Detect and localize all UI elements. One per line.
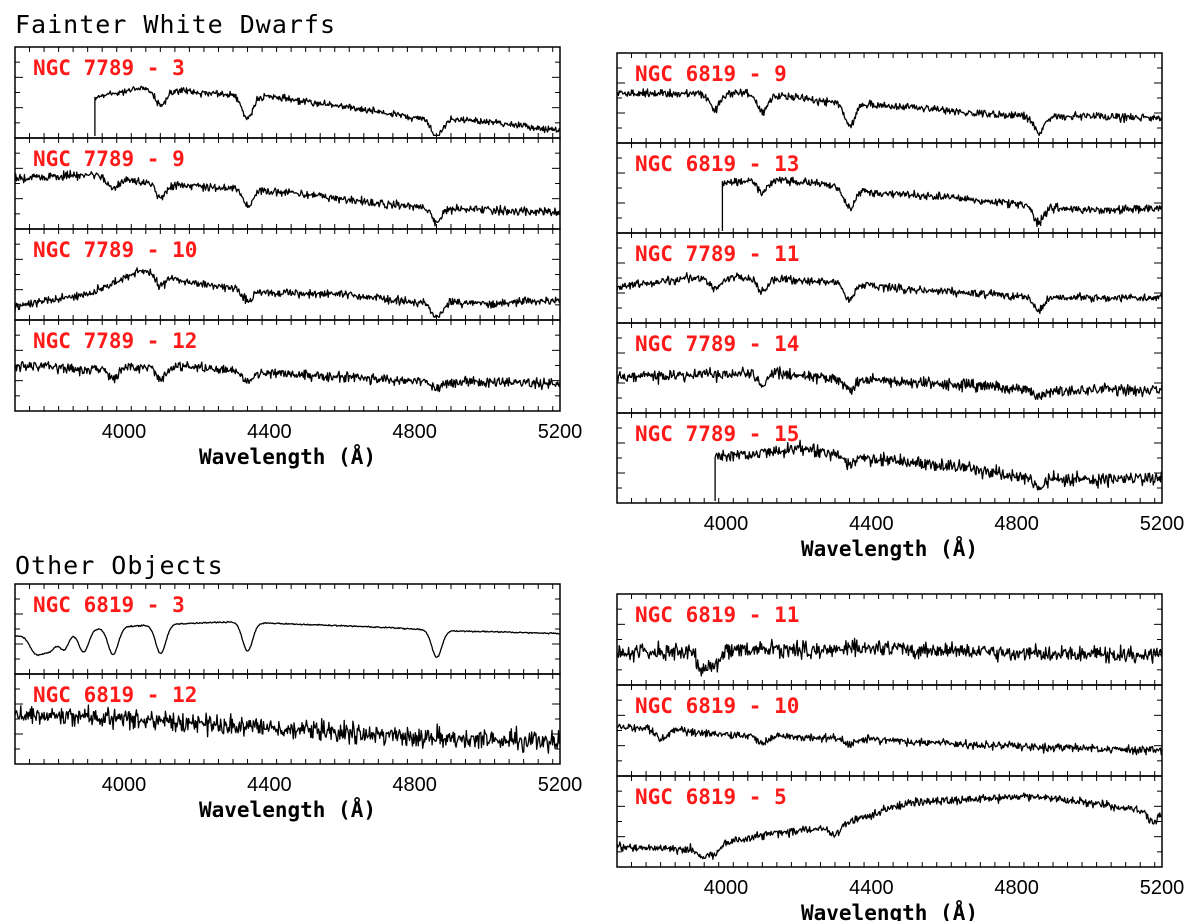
spectrum-line-ngc-7789-14 — [616, 366, 1163, 401]
spectrum-line-ngc-7789-9 — [14, 169, 561, 227]
panel-label-ngc-6819-10: NGC 6819 - 10 — [635, 694, 799, 718]
x-axis-label: Wavelength (Å) — [801, 536, 978, 561]
panel-label-ngc-7789-14: NGC 7789 - 14 — [635, 332, 799, 356]
panel-label-ngc-7789-12: NGC 7789 - 12 — [33, 329, 197, 353]
panel-label-ngc-7789-11: NGC 7789 - 11 — [635, 242, 799, 266]
panel-column-left-other-objects: NGC 6819 - 3 NGC 6819 - 12 4000 4400 4800 520… — [14, 583, 583, 822]
x-tick-label-5200: 5200 — [1140, 513, 1185, 535]
x-tick-label-5200: 5200 — [1140, 877, 1185, 899]
panel-label-ngc-6819-12: NGC 6819 - 12 — [33, 683, 197, 707]
panel-column-right-other-objects: NGC 6819 - 11 NGC 6819 - 10 NGC 6819 - 5 40… — [616, 593, 1185, 921]
spectrum-line-ngc-6819-12 — [14, 704, 561, 754]
panel-label-ngc-7789-15: NGC 7789 - 15 — [635, 422, 799, 446]
spectrum-panel-ngc-6819-11: NGC 6819 - 11 — [616, 593, 1163, 686]
spectrum-panel-ngc-7789-3: NGC 7789 - 3 — [14, 46, 561, 139]
spectrum-line-ngc-6819-5 — [616, 792, 1163, 860]
spectrum-panel-ngc-6819-13: NGC 6819 - 13 — [616, 142, 1163, 234]
spectrum-panel-ngc-6819-9: NGC 6819 - 9 — [616, 52, 1163, 144]
spectrum-line-ngc-7789-10 — [14, 267, 561, 318]
x-axis-label: Wavelength (Å) — [199, 797, 376, 822]
spectrum-line-ngc-6819-9 — [616, 88, 1163, 137]
panel-label-ngc-6819-9: NGC 6819 - 9 — [635, 62, 787, 86]
x-tick-label-4000: 4000 — [102, 774, 147, 796]
panel-label-ngc-6819-5: NGC 6819 - 5 — [635, 785, 787, 809]
panel-grid: NGC 7789 - 3 NGC 7789 - 9 NGC 7789 - 10 NGC… — [14, 46, 1185, 921]
spectrum-panel-ngc-6819-5: NGC 6819 - 5 — [616, 775, 1163, 868]
x-tick-label-4400: 4400 — [247, 774, 292, 796]
x-tick-label-4800: 4800 — [994, 513, 1039, 535]
spectrum-panel-ngc-7789-14: NGC 7789 - 14 — [616, 322, 1163, 414]
x-tick-label-4000: 4000 — [704, 877, 749, 899]
x-tick-label-4800: 4800 — [994, 877, 1039, 899]
panel-label-ngc-7789-9: NGC 7789 - 9 — [33, 147, 185, 171]
x-tick-label-5200: 5200 — [538, 421, 583, 443]
spectrum-line-ngc-6819-3 — [14, 620, 561, 658]
x-tick-label-4000: 4000 — [102, 421, 147, 443]
x-tick-label-5200: 5200 — [538, 774, 583, 796]
spectrum-line-ngc-6819-10 — [616, 723, 1163, 756]
spectrum-line-ngc-7789-3 — [94, 85, 561, 136]
panel-column-right-fainter-white-dwarfs: NGC 6819 - 9 NGC 6819 - 13 NGC 7789 - 11 NG… — [616, 52, 1185, 561]
section-title-fainter: Fainter White Dwarfs — [15, 10, 336, 39]
x-tick-label-4800: 4800 — [392, 421, 437, 443]
x-tick-label-4000: 4000 — [704, 513, 749, 535]
x-tick-label-4800: 4800 — [392, 774, 437, 796]
panel-column-left-fainter-white-dwarfs: NGC 7789 - 3 NGC 7789 - 9 NGC 7789 - 10 NGC… — [14, 46, 583, 469]
spectrum-panel-ngc-6819-12: NGC 6819 - 12 — [14, 673, 561, 765]
x-axis-label: Wavelength (Å) — [801, 900, 978, 921]
panel-label-ngc-7789-3: NGC 7789 - 3 — [33, 56, 185, 80]
spectrum-panel-ngc-7789-15: NGC 7789 - 15 — [616, 412, 1163, 504]
x-tick-label-4400: 4400 — [849, 513, 894, 535]
spectrum-line-ngc-6819-13 — [721, 176, 1163, 231]
spectrum-panel-ngc-7789-10: NGC 7789 - 10 — [14, 228, 561, 321]
spectrum-line-ngc-7789-11 — [616, 272, 1163, 315]
spectrum-line-ngc-7789-12 — [14, 360, 561, 393]
panel-label-ngc-7789-10: NGC 7789 - 10 — [33, 238, 197, 262]
spectrum-panel-ngc-7789-9: NGC 7789 - 9 — [14, 137, 561, 230]
panel-label-ngc-6819-13: NGC 6819 - 13 — [635, 152, 799, 176]
spectrum-line-ngc-7789-15 — [714, 439, 1163, 501]
spectrum-panel-ngc-7789-12: NGC 7789 - 12 — [14, 319, 561, 412]
panel-label-ngc-6819-11: NGC 6819 - 11 — [635, 603, 799, 627]
spectrum-panel-ngc-6819-10: NGC 6819 - 10 — [616, 684, 1163, 777]
section-title-other: Other Objects — [15, 551, 224, 580]
x-tick-label-4400: 4400 — [849, 877, 894, 899]
x-axis-label: Wavelength (Å) — [199, 444, 376, 469]
spectrum-line-ngc-6819-11 — [616, 637, 1163, 677]
spectrum-panel-ngc-7789-11: NGC 7789 - 11 — [616, 232, 1163, 324]
x-tick-label-4400: 4400 — [247, 421, 292, 443]
panel-label-ngc-6819-3: NGC 6819 - 3 — [33, 593, 185, 617]
spectrum-panel-ngc-6819-3: NGC 6819 - 3 — [14, 583, 561, 675]
